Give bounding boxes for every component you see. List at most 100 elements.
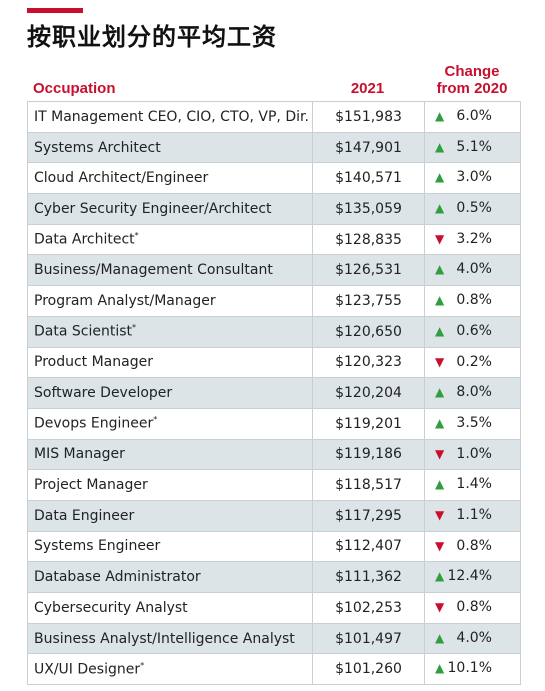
- change: 3.5%: [456, 414, 492, 431]
- occupation-cell: Program Analyst/Manager: [27, 285, 313, 317]
- change-cell: ▲ 10.1%: [424, 653, 521, 686]
- change: 4.0%: [456, 261, 492, 278]
- salary: $101,260: [312, 653, 425, 686]
- change-cell: ▲ 4.0%: [424, 622, 521, 655]
- salary: $101,497: [312, 622, 425, 655]
- occupation: Project Manager: [34, 477, 148, 494]
- arrow-up: ▲: [435, 477, 445, 492]
- salary: $151,983: [312, 101, 425, 133]
- change: 3.0%: [456, 169, 492, 186]
- change-cell: ▼ 0.8%: [424, 592, 521, 624]
- arrow-up: ▲: [435, 293, 445, 308]
- arrow-down: ▼: [435, 231, 445, 246]
- occupation: Systems Engineer: [34, 538, 161, 555]
- change: 0.6%: [456, 322, 492, 339]
- salary: $119,186: [312, 438, 425, 471]
- change-cell: ▲ 3.5%: [424, 407, 521, 440]
- salary: $140,571: [312, 162, 425, 195]
- arrow-down: ▼: [435, 446, 445, 461]
- occupation-cell: Devops Engineer*: [27, 407, 313, 440]
- arrow-up: ▲: [435, 109, 445, 123]
- occupation-cell: MIS Manager: [27, 438, 313, 471]
- table-row: Cybersecurity Analyst $102,253 ▼ 0.8%: [27, 592, 521, 624]
- occupation: Program Analyst/Manager: [34, 292, 216, 309]
- arrow-up: ▲: [435, 262, 445, 277]
- occupation: Data Engineer: [34, 507, 135, 524]
- table-row: Cyber Security Engineer/Architect $135,05…: [27, 193, 521, 225]
- occupation-cell: Cybersecurity Analyst: [27, 592, 313, 624]
- col-header: Change from 2020: [424, 63, 520, 97]
- salary: $135,059: [312, 193, 425, 225]
- col-header: 2021: [350, 80, 385, 97]
- table-row: Data Engineer $117,295 ▼ 1.1%: [27, 499, 521, 532]
- change-cell: ▲ 6.0%: [424, 101, 521, 133]
- change: 0.8%: [456, 537, 492, 554]
- change-cell: ▼ 1.0%: [424, 438, 521, 471]
- change-cell: ▼ 1.1%: [424, 499, 521, 532]
- salary: $120,650: [312, 315, 425, 348]
- table-row: Data Architect* $128,835 ▼ 3.2%: [27, 223, 521, 256]
- occupation: Systems Architect: [34, 139, 161, 156]
- table-row: Systems Engineer $112,407 ▼ 0.8%: [27, 530, 521, 563]
- occupation: IT Management CEO, CIO, CTO, VP, Dir.: [34, 108, 309, 125]
- occupation-cell: Product Manager: [27, 346, 313, 379]
- arrow-up: ▲: [435, 139, 445, 154]
- change-cell: ▲ 1.4%: [424, 469, 521, 501]
- table-row: Project Manager $118,517 ▲ 1.4%: [27, 469, 521, 501]
- change-cell: ▲ 0.8%: [424, 285, 521, 317]
- change-cell: ▲ 3.0%: [424, 162, 521, 195]
- change-cell: ▲ 0.5%: [424, 193, 521, 225]
- occupation: Business Analyst/Intelligence Analyst: [34, 630, 295, 647]
- col-header-line: from 2020: [436, 80, 508, 97]
- occupation-cell: UX/UI Designer*: [27, 653, 313, 686]
- occupation: Cyber Security Engineer/Architect: [34, 200, 272, 217]
- occupation-cell: Systems Architect: [27, 131, 313, 164]
- arrow-up: ▲: [435, 661, 445, 676]
- salary: $147,901: [312, 131, 425, 164]
- col-header: Occupation: [33, 80, 116, 97]
- change: 0.2%: [456, 353, 492, 370]
- arrow-down: ▼: [435, 538, 445, 553]
- arrow-up: ▲: [435, 323, 445, 338]
- occupation-cell: Project Manager: [27, 469, 313, 501]
- table-row: Program Analyst/Manager $123,755 ▲ 0.8%: [27, 285, 521, 317]
- salary-table: IT Management CEO, CIO, CTO, VP, Dir. $15…: [27, 101, 521, 686]
- salary: $128,835: [312, 223, 425, 256]
- change: 6.0%: [456, 108, 492, 124]
- occupation: Devops Engineer: [34, 416, 154, 433]
- occupation: Cloud Architect/Engineer: [34, 170, 209, 187]
- change: 1.0%: [456, 445, 492, 462]
- change-cell: ▼ 0.8%: [424, 530, 521, 563]
- title: 按职业划分的平均工资: [27, 23, 277, 51]
- table-row: UX/UI Designer* $101,260 ▲ 10.1%: [27, 653, 521, 686]
- change: 5.1%: [456, 138, 492, 155]
- table-row: Business Analyst/Intelligence Analyst $10…: [27, 622, 521, 655]
- occupation: Data Scientist: [34, 323, 132, 340]
- table-row: MIS Manager $119,186 ▼ 1.0%: [27, 438, 521, 471]
- table-row: Systems Architect $147,901 ▲ 5.1%: [27, 131, 521, 164]
- occupation-cell: Data Engineer: [27, 499, 313, 532]
- salary: $111,362: [312, 561, 425, 593]
- salary: $120,204: [312, 377, 425, 409]
- table-row: Business/Management Consultant $126,531 ▲ 4…: [27, 254, 521, 287]
- table-row: Devops Engineer* $119,201 ▲ 3.5%: [27, 407, 521, 440]
- arrow-up: ▲: [435, 569, 445, 584]
- arrow-down: ▼: [435, 507, 445, 522]
- change: 4.0%: [456, 629, 492, 646]
- footnote-mark: *: [134, 231, 139, 241]
- change-cell: ▲ 4.0%: [424, 254, 521, 287]
- arrow-up: ▲: [435, 630, 445, 645]
- table-row: Software Developer $120,204 ▲ 8.0%: [27, 377, 521, 409]
- occupation-cell: IT Management CEO, CIO, CTO, VP, Dir.: [27, 101, 313, 133]
- change: 1.1%: [456, 506, 492, 523]
- arrow-down: ▼: [435, 354, 445, 369]
- footnote-mark: *: [140, 660, 145, 670]
- salary: $117,295: [312, 499, 425, 532]
- change: 0.5%: [456, 200, 492, 217]
- occupation: Software Developer: [34, 385, 173, 402]
- change: 10.1%: [447, 660, 492, 677]
- change: 3.2%: [456, 230, 492, 247]
- occupation: Data Architect: [34, 231, 135, 248]
- occupation: Product Manager: [34, 354, 153, 371]
